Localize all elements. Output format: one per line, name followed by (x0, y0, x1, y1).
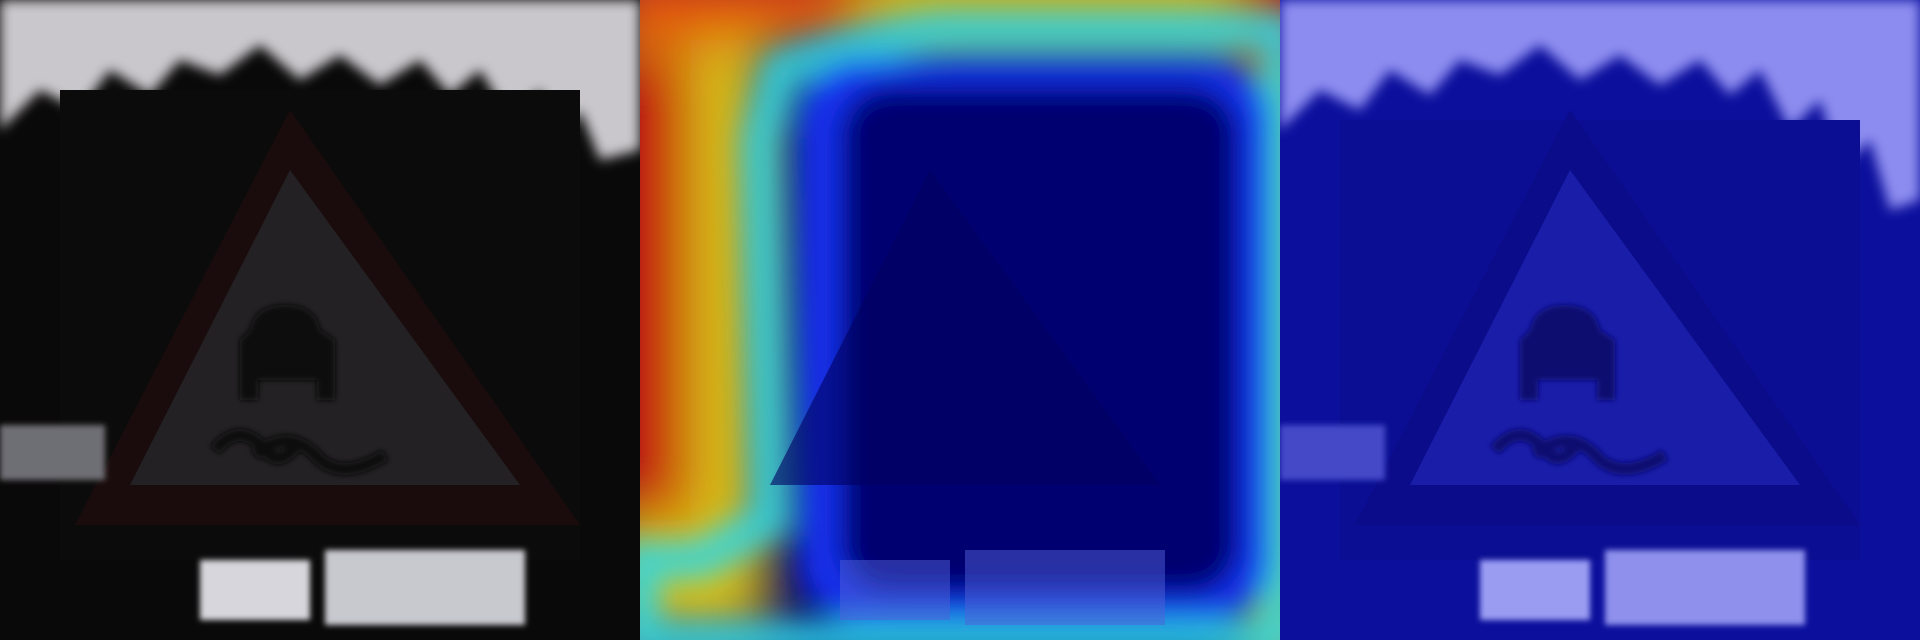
attention-heatmap (640, 0, 1280, 640)
overlay-image (1280, 0, 1920, 640)
heatmap-panel (640, 0, 1280, 640)
original-image (0, 0, 640, 640)
original-image-panel (0, 0, 640, 640)
sky-treeline (0, 0, 640, 160)
overlay-panel (1280, 0, 1920, 640)
bottom-plates (200, 550, 525, 625)
left-plate (0, 425, 105, 480)
sign-face (130, 170, 520, 485)
slippery-car-symbol (210, 305, 389, 475)
